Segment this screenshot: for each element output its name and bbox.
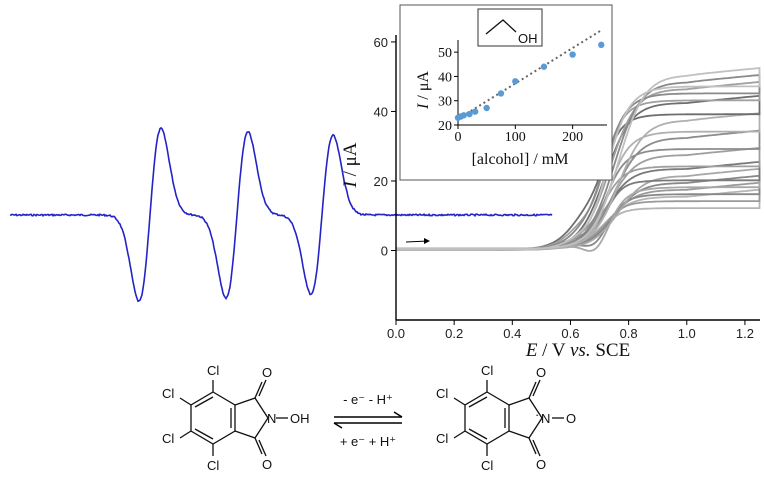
product-radical-dot: · <box>535 407 539 422</box>
cv-y-tick-label: 20 <box>374 174 388 189</box>
product-cl-bottom: Cl <box>481 458 493 473</box>
reactant-n: N <box>267 411 276 426</box>
equilibrium-arrows <box>333 411 403 429</box>
cv-x-tick-label: 0.2 <box>445 326 463 341</box>
product-cl-upper-left: Cl <box>436 386 448 401</box>
reactant-cl-bottom: Cl <box>207 458 219 473</box>
cv-y-tick-label: 0 <box>381 243 388 258</box>
cv-y-label: I / μA <box>340 142 361 188</box>
inset-y-ticks: 20 30 40 50 <box>438 46 458 134</box>
cv-x-ticks: 0.0 0.2 0.4 0.6 0.8 1.0 1.2 <box>387 320 754 341</box>
inset-x-tick-label: 100 <box>505 130 526 145</box>
product-n: N <box>541 411 550 426</box>
inset-data-point <box>512 78 519 85</box>
cv-y-tick-label: 40 <box>374 104 388 119</box>
inset-data-point <box>471 108 479 115</box>
cv-x-tick-label: 0.4 <box>503 326 521 341</box>
ethanol-skeleton <box>485 19 517 35</box>
product-cl-lower-left: Cl <box>436 431 448 446</box>
product-structure <box>453 379 564 457</box>
reactant-o-top: O <box>262 365 272 380</box>
cv-x-tick-label: 1.0 <box>678 326 696 341</box>
reactant-structure <box>179 379 288 457</box>
reactant-cl-top: Cl <box>207 363 219 378</box>
reactant-cl-upper-left: Cl <box>162 386 174 401</box>
cv-curve <box>396 67 761 251</box>
inset: OH 0 100 200 20 30 40 50 [alcohol] / mM I / μ… <box>399 4 613 181</box>
cv-y-tick-label: 60 <box>374 35 388 50</box>
epr-trace <box>9 126 553 303</box>
inset-points <box>454 41 605 121</box>
inset-y-tick-label: 50 <box>438 46 452 61</box>
reactant-o-bottom: O <box>262 457 272 472</box>
sweep-direction-arrow <box>405 238 430 244</box>
product-o-radical: O <box>566 411 576 426</box>
cv-x-label: E / V vs. SCE <box>525 340 630 361</box>
product-o-top: O <box>536 365 546 380</box>
inset-x-tick-label: 200 <box>562 130 583 145</box>
inset-x-ticks: 0 100 200 <box>455 125 583 145</box>
inset-data-point <box>460 112 467 119</box>
reactant-oh: OH <box>290 411 310 426</box>
inset-y-label: I / μA <box>415 71 432 110</box>
inset-data-point <box>569 51 576 58</box>
inset-data-point <box>497 90 505 97</box>
inset-fit-line <box>457 29 602 120</box>
cv-y-ticks: 0 20 40 60 <box>374 35 396 258</box>
reverse-condition: + e⁻ + H⁺ <box>340 434 396 449</box>
molecule-oh-label: OH <box>518 31 538 46</box>
inset-y-tick-label: 30 <box>438 95 452 110</box>
inset-data-point <box>598 41 605 49</box>
inset-data-point <box>540 63 548 70</box>
cv-curves <box>396 67 761 252</box>
reactant-cl-lower-left: Cl <box>162 431 174 446</box>
cv-x-tick-label: 0.0 <box>387 326 405 341</box>
epr-spectrum <box>9 126 553 303</box>
cv-x-tick-label: 0.6 <box>561 326 579 341</box>
cv-x-tick-label: 0.8 <box>620 326 638 341</box>
inset-y-tick-label: 40 <box>438 70 452 85</box>
inset-x-label: [alcohol] / mM <box>472 151 569 168</box>
cv-x-tick-label: 1.2 <box>736 326 754 341</box>
product-o-bottom: O <box>536 457 546 472</box>
product-cl-top: Cl <box>481 363 493 378</box>
inset-data-point <box>466 110 473 118</box>
reaction-scheme: Cl Cl Cl Cl O O N OH - e⁻ - H⁺ + e⁻ + H⁺ <box>162 363 576 473</box>
forward-condition: - e⁻ - H⁺ <box>343 392 393 407</box>
inset-x-tick-label: 0 <box>455 130 462 145</box>
inset-y-tick-label: 20 <box>438 119 452 134</box>
inset-data-point <box>483 104 490 112</box>
molecule-box <box>477 8 543 47</box>
